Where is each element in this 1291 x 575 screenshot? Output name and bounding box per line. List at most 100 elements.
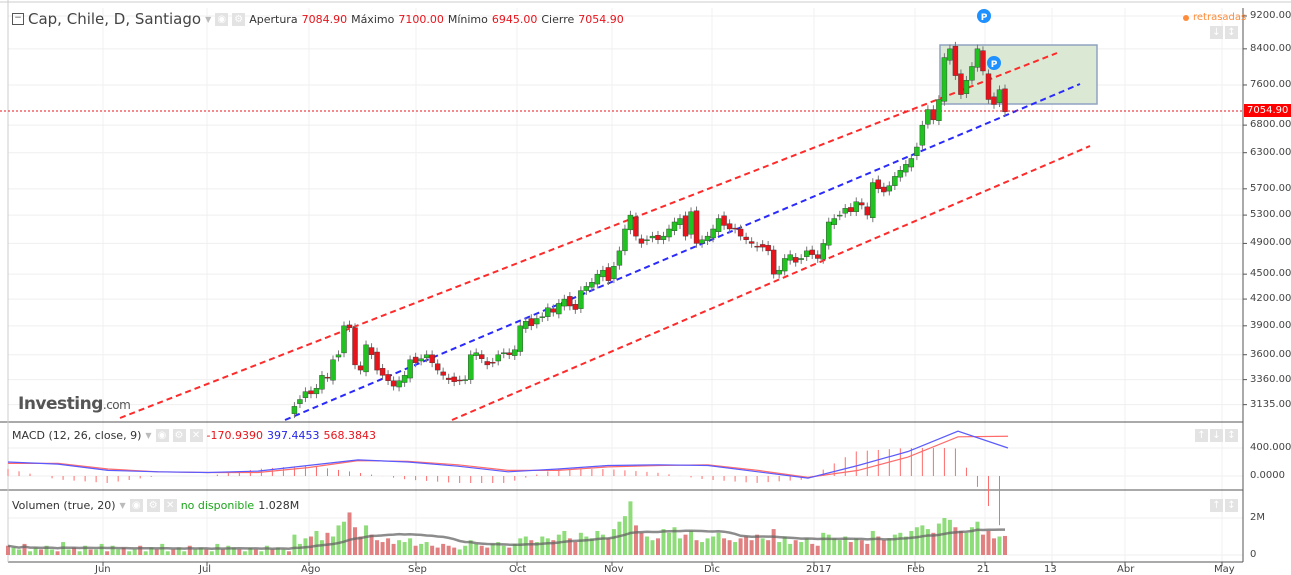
candle[interactable] [572,299,579,314]
candle[interactable] [1002,84,1008,117]
candle[interactable] [545,303,551,322]
candle[interactable] [308,386,314,399]
minus-square-icon[interactable]: − [12,13,24,25]
candle[interactable] [892,172,898,191]
channel-lower-line[interactable] [451,145,1091,421]
candle[interactable] [837,210,843,221]
candle[interactable] [484,357,490,370]
candle[interactable] [297,395,303,409]
gear-icon[interactable]: ⚙ [172,429,186,442]
maximize-icon[interactable]: ↕ [1225,429,1238,442]
candle[interactable] [671,217,678,236]
candle[interactable] [517,321,523,356]
candle[interactable] [479,350,485,364]
candle[interactable] [655,230,661,245]
candle[interactable] [914,142,920,161]
candle[interactable] [936,95,942,126]
candle[interactable] [925,105,931,129]
candle[interactable] [462,375,468,385]
candle[interactable] [721,211,727,230]
candle[interactable] [429,350,435,368]
candle[interactable] [842,204,848,218]
candle[interactable] [826,217,832,250]
candle[interactable] [539,312,546,322]
candle[interactable] [396,376,402,392]
candle[interactable] [660,231,667,245]
candle[interactable] [633,212,639,241]
candle[interactable] [385,370,391,386]
candle[interactable] [649,231,656,243]
arrow-up-icon[interactable]: ↑ [1195,429,1208,442]
gear-icon[interactable]: ⚙ [232,12,246,26]
candle[interactable] [600,265,606,282]
candle[interactable] [445,373,452,384]
candle[interactable] [991,92,997,109]
candle[interactable] [412,352,419,368]
event-marker-icon[interactable]: P [987,56,1001,70]
visibility-icon[interactable]: ◉ [155,429,169,442]
candle[interactable] [622,224,628,256]
candle[interactable] [897,166,904,182]
chevron-down-icon[interactable]: ▼ [119,501,126,510]
candle[interactable] [556,299,562,319]
visibility-icon[interactable]: ◉ [215,12,229,26]
candle[interactable] [368,343,375,360]
candle[interactable] [473,348,479,360]
candle[interactable] [848,203,854,217]
candle[interactable] [732,223,738,234]
candle[interactable] [677,214,683,230]
candle[interactable] [859,198,865,210]
candle[interactable] [963,75,970,99]
candle[interactable] [754,241,760,252]
channel-middle-line[interactable] [284,83,1081,421]
candle[interactable] [715,214,722,237]
candle[interactable] [831,214,837,230]
candle[interactable] [996,85,1003,108]
candle[interactable] [561,294,568,311]
arrow-down-icon[interactable]: ↓ [1210,429,1223,442]
chevron-down-icon[interactable]: ▼ [205,14,212,24]
candle[interactable] [820,239,826,264]
candle[interactable] [947,44,953,65]
candle[interactable] [506,348,512,360]
candle[interactable] [693,206,700,248]
candle[interactable] [704,231,711,246]
candle[interactable] [434,359,441,375]
candle[interactable] [638,234,645,248]
arrow-up-icon[interactable]: ↑ [1210,499,1223,512]
candle[interactable] [881,182,887,197]
candle[interactable] [589,277,595,292]
candle[interactable] [335,350,342,362]
candle[interactable] [644,235,650,246]
candle[interactable] [467,350,474,384]
candle[interactable] [710,224,716,243]
candle[interactable] [616,246,623,270]
candle[interactable] [611,261,617,284]
candle[interactable] [886,181,893,196]
candle[interactable] [534,314,540,329]
candle[interactable] [666,224,672,242]
candle[interactable] [423,350,430,363]
candle[interactable] [699,235,705,248]
candle[interactable] [958,69,964,99]
candle[interactable] [495,350,501,366]
candle[interactable] [759,240,766,252]
candle[interactable] [363,340,369,377]
candle[interactable] [594,269,601,289]
event-marker-icon[interactable]: P [977,9,991,23]
candle[interactable] [787,250,793,265]
candle[interactable] [776,265,782,279]
candle[interactable] [952,41,959,80]
candle[interactable] [374,347,380,375]
candle[interactable] [903,160,909,177]
candle[interactable] [567,292,573,311]
candle[interactable] [341,321,347,358]
candle[interactable] [330,355,336,385]
candle[interactable] [930,105,937,125]
maximize-icon[interactable]: ↕ [1225,499,1238,512]
candle[interactable] [809,245,815,260]
candle[interactable] [451,372,457,387]
candle[interactable] [390,376,397,391]
candle[interactable] [418,354,424,366]
